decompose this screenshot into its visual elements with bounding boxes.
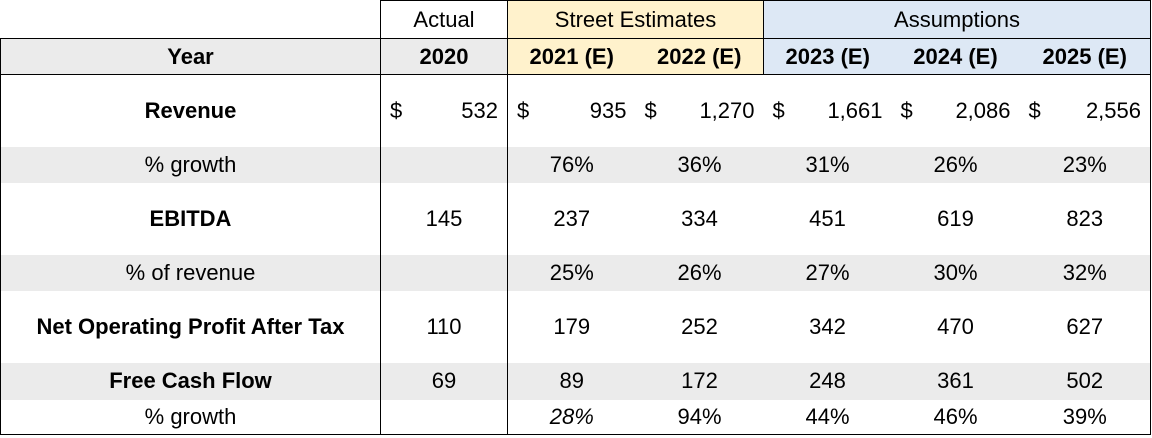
fcf-growth-value: 44% bbox=[763, 399, 892, 435]
row-label-nopat: Net Operating Profit After Tax bbox=[0, 290, 381, 363]
ebitda-value: 823 bbox=[1019, 182, 1151, 255]
group-header-assumptions: Assumptions bbox=[763, 0, 1151, 39]
currency-symbol: $ bbox=[772, 97, 785, 123]
group-header-actual: Actual bbox=[380, 0, 508, 39]
row-label-revenue-growth: % growth bbox=[0, 146, 381, 183]
currency-symbol: $ bbox=[1028, 97, 1041, 123]
row-label-revenue: Revenue bbox=[0, 74, 381, 147]
revenue-cell: $2,556 bbox=[1019, 74, 1151, 147]
row-label-free-cash-flow: Free Cash Flow bbox=[0, 362, 381, 400]
ebitda-margin-value: 25% bbox=[549, 259, 594, 285]
nopat-value: 110 bbox=[380, 290, 508, 363]
currency-symbol: $ bbox=[900, 97, 913, 123]
row-label-fcf-growth: % growth bbox=[0, 399, 381, 435]
revenue-cell: $1,270 bbox=[636, 75, 764, 147]
row-label-ebitda: EBITDA bbox=[0, 182, 381, 255]
fcf-value: 248 bbox=[809, 368, 846, 393]
revenue-value: 935 bbox=[589, 97, 627, 123]
revenue-value: 532 bbox=[461, 97, 498, 123]
year-cell: 2025 (E) bbox=[1019, 38, 1151, 75]
revenue-cell: $1,661 bbox=[764, 75, 892, 147]
fcf-growth-value: 46% bbox=[891, 399, 1020, 435]
year-cell: 2024 (E) bbox=[891, 38, 1020, 75]
revenue-cell: $2,086 bbox=[892, 75, 1020, 147]
revenue-cell: $935 bbox=[508, 75, 636, 147]
revenue-growth-value: 76% bbox=[549, 151, 594, 177]
fcf-growth-value bbox=[380, 399, 508, 435]
fcf-growth-value: 94% bbox=[635, 399, 764, 435]
ebitda-margin-value bbox=[380, 254, 508, 291]
nopat-value: 342 bbox=[809, 313, 846, 339]
ebitda-value: 237 bbox=[553, 205, 591, 231]
group-header-street-estimates: Street Estimates bbox=[507, 0, 764, 39]
fcf-value: 69 bbox=[380, 362, 508, 400]
ebitda-value: 145 bbox=[380, 182, 508, 255]
ebitda-value: 334 bbox=[681, 205, 718, 231]
corner-cell bbox=[0, 0, 381, 39]
year-label: Year bbox=[0, 38, 381, 75]
row-label-ebitda-margin: % of revenue bbox=[0, 254, 381, 291]
revenue-growth-value: 26% bbox=[933, 151, 978, 177]
currency-symbol: $ bbox=[390, 97, 403, 123]
nopat-value: 470 bbox=[937, 313, 974, 339]
ebitda-margin-value: 30% bbox=[933, 259, 978, 285]
year-cell: 2023 (E) bbox=[763, 38, 892, 75]
year-cell: 2022 (E) bbox=[635, 38, 764, 75]
ebitda-margin-value: 26% bbox=[677, 259, 722, 285]
ebitda-value: 451 bbox=[809, 205, 846, 231]
nopat-value: 627 bbox=[1019, 290, 1151, 363]
year-cell: 2021 (E) bbox=[507, 38, 636, 75]
fcf-growth-value: 39% bbox=[1019, 399, 1151, 435]
revenue-growth-value bbox=[380, 146, 508, 183]
fcf-value: 502 bbox=[1019, 362, 1151, 400]
fcf-value: 361 bbox=[937, 368, 974, 393]
ebitda-value: 619 bbox=[937, 205, 974, 231]
revenue-growth-value: 23% bbox=[1019, 146, 1151, 183]
revenue-value: 1,661 bbox=[827, 97, 883, 123]
nopat-value: 179 bbox=[553, 313, 591, 339]
ebitda-margin-value: 32% bbox=[1019, 254, 1151, 291]
fcf-value: 89 bbox=[559, 368, 584, 393]
revenue-growth-value: 31% bbox=[805, 151, 850, 177]
revenue-value: 2,556 bbox=[1085, 97, 1141, 123]
fcf-value: 172 bbox=[681, 368, 718, 393]
revenue-growth-value: 36% bbox=[677, 151, 722, 177]
fcf-growth-value: 28% bbox=[507, 399, 636, 435]
currency-symbol: $ bbox=[644, 97, 657, 123]
nopat-value: 252 bbox=[681, 313, 718, 339]
ebitda-margin-value: 27% bbox=[805, 259, 850, 285]
revenue-value: 1,270 bbox=[699, 97, 755, 123]
revenue-cell: $532 bbox=[380, 74, 508, 147]
currency-symbol: $ bbox=[517, 97, 530, 123]
revenue-value: 2,086 bbox=[955, 97, 1011, 123]
year-cell: 2020 bbox=[380, 38, 508, 75]
